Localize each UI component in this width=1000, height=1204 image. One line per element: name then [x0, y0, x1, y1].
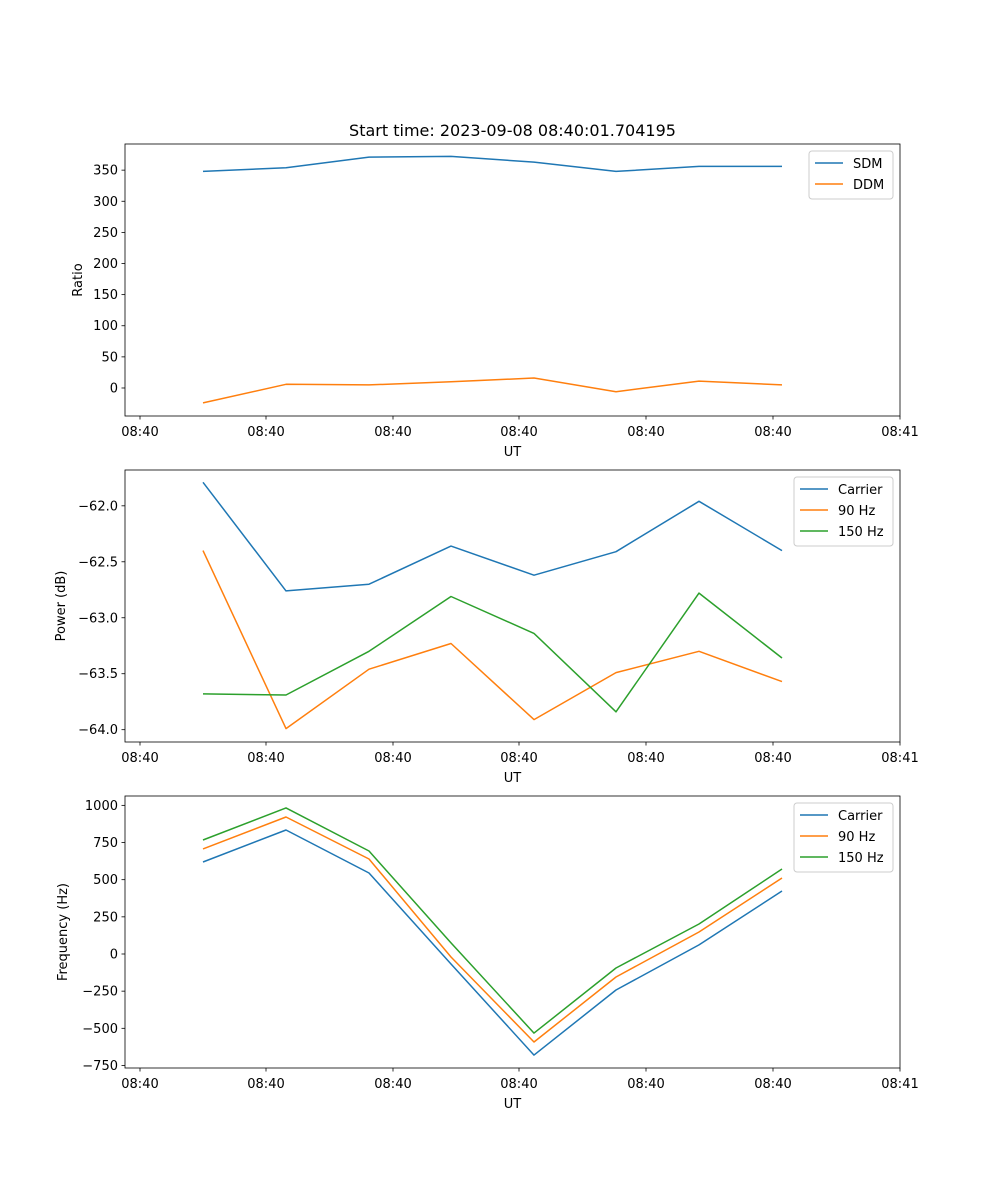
y-tick-label: −63.0	[78, 611, 118, 626]
y-tick-label: 350	[93, 164, 118, 179]
y-axis-label: Frequency (Hz)	[56, 883, 71, 981]
subplot-3: −750 −500 −250 0 250 500 750 1000 08:40 08:40 08:4…	[56, 795, 919, 1112]
y-tick-label: −62.5	[78, 555, 118, 570]
x-tick-label: 08:40	[374, 751, 411, 766]
x-tick-label: 08:41	[881, 1077, 918, 1092]
series-line-150-hz	[202, 807, 783, 1034]
x-tick-label: 08:40	[374, 425, 411, 440]
legend-label: 90 Hz	[838, 504, 875, 519]
legend-frame	[793, 802, 894, 873]
chart-title: Start time: 2023-09-08 08:40:01.704195	[349, 121, 676, 140]
x-tick-label: 08:40	[627, 1077, 664, 1092]
subplot-1: 0 50 100 150 200 250 300 350 08:40 08:40 08:40 08:4…	[71, 121, 919, 460]
x-tick-label: 08:40	[500, 751, 537, 766]
y-tick-label: 0	[110, 381, 118, 396]
x-tick-label: 08:40	[121, 751, 158, 766]
x-axis-label: UT	[504, 1097, 522, 1112]
series-line-150-hz	[202, 592, 783, 713]
legend-label: SDM	[853, 157, 882, 172]
x-tick-label: 08:40	[754, 751, 791, 766]
y-tick-label: 250	[93, 226, 118, 241]
x-tick-label: 08:40	[500, 1077, 537, 1092]
y-tick-label: −250	[82, 985, 118, 1000]
legend-label: 90 Hz	[838, 830, 875, 845]
subplot-2: −64.0 −63.5 −63.0 −62.5 −62.0 08:40 08:40 08:40…	[54, 469, 919, 786]
legend: Carrier 90 Hz 150 Hz	[793, 476, 894, 547]
x-tick-label: 08:40	[627, 425, 664, 440]
legend-label: Carrier	[838, 809, 883, 824]
series-line-ddm	[202, 377, 783, 404]
legend-label: 150 Hz	[838, 851, 884, 866]
legend: SDM DDM	[808, 150, 894, 200]
y-tick-label: −62.0	[78, 499, 118, 514]
y-tick-label: −750	[82, 1059, 118, 1074]
y-tick-label: −63.5	[78, 667, 118, 682]
y-tick-label: 750	[93, 836, 118, 851]
x-tick-label: 08:40	[500, 425, 537, 440]
series-line-90-hz	[202, 816, 783, 1043]
x-tick-label: 08:40	[627, 751, 664, 766]
y-tick-label: 300	[93, 195, 118, 210]
legend-frame	[793, 476, 894, 547]
x-tick-label: 08:40	[754, 1077, 791, 1092]
series-line-carrier	[202, 829, 783, 1056]
x-tick-label: 08:40	[247, 1077, 284, 1092]
y-tick-label: −64.0	[78, 723, 118, 738]
y-tick-label: 250	[93, 910, 118, 925]
y-tick-label: −500	[82, 1022, 118, 1037]
series-line-carrier	[202, 481, 783, 592]
y-tick-label: 50	[101, 350, 118, 365]
y-tick-label: 100	[93, 319, 118, 334]
series-line-90-hz	[202, 550, 783, 730]
y-tick-label: 1000	[85, 799, 118, 814]
axes-frame	[124, 795, 901, 1069]
axes-frame	[124, 469, 901, 743]
y-tick-label: 200	[93, 257, 118, 272]
y-axis-label: Ratio	[71, 263, 86, 296]
legend-label: DDM	[853, 178, 884, 193]
legend-label: Carrier	[838, 483, 883, 498]
legend-label: 150 Hz	[838, 525, 884, 540]
x-tick-label: 08:40	[121, 425, 158, 440]
x-tick-label: 08:40	[247, 751, 284, 766]
x-tick-label: 08:40	[374, 1077, 411, 1092]
x-tick-label: 08:40	[754, 425, 791, 440]
y-tick-label: 150	[93, 288, 118, 303]
x-tick-label: 08:41	[881, 751, 918, 766]
x-axis-label: UT	[504, 771, 522, 786]
series-line-sdm	[202, 155, 782, 173]
legend: Carrier 90 Hz 150 Hz	[793, 802, 894, 873]
y-axis-label: Power (dB)	[54, 571, 69, 642]
x-tick-label: 08:40	[247, 425, 284, 440]
x-axis-label: UT	[504, 445, 522, 460]
x-tick-label: 08:41	[881, 425, 918, 440]
y-tick-label: 500	[93, 873, 118, 888]
axes-frame	[124, 143, 901, 417]
y-tick-label: 0	[110, 947, 118, 962]
x-tick-label: 08:40	[121, 1077, 158, 1092]
